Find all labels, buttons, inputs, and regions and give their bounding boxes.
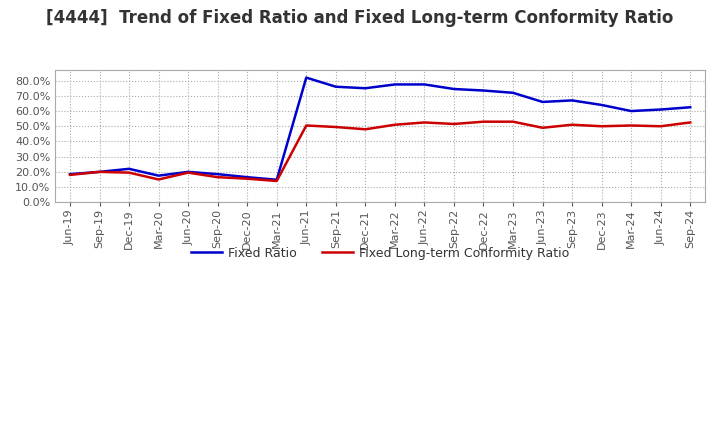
Fixed Long-term Conformity Ratio bbox=[184, 170, 192, 175]
Fixed Long-term Conformity Ratio bbox=[302, 123, 310, 128]
Fixed Long-term Conformity Ratio bbox=[390, 122, 399, 127]
Fixed Ratio bbox=[480, 88, 488, 93]
Fixed Long-term Conformity Ratio bbox=[598, 124, 606, 129]
Fixed Ratio bbox=[213, 172, 222, 177]
Fixed Ratio bbox=[509, 90, 518, 95]
Fixed Long-term Conformity Ratio bbox=[243, 176, 251, 181]
Line: Fixed Long-term Conformity Ratio: Fixed Long-term Conformity Ratio bbox=[70, 122, 690, 181]
Fixed Ratio bbox=[66, 172, 74, 177]
Fixed Long-term Conformity Ratio bbox=[213, 175, 222, 180]
Fixed Ratio bbox=[686, 105, 695, 110]
Legend: Fixed Ratio, Fixed Long-term Conformity Ratio: Fixed Ratio, Fixed Long-term Conformity … bbox=[186, 242, 575, 265]
Fixed Ratio bbox=[568, 98, 577, 103]
Fixed Long-term Conformity Ratio bbox=[480, 119, 488, 125]
Fixed Long-term Conformity Ratio bbox=[125, 170, 133, 175]
Fixed Ratio bbox=[361, 86, 369, 91]
Fixed Ratio bbox=[420, 82, 428, 87]
Fixed Ratio bbox=[272, 177, 281, 183]
Line: Fixed Ratio: Fixed Ratio bbox=[70, 77, 690, 180]
Fixed Ratio bbox=[243, 175, 251, 180]
Fixed Ratio bbox=[390, 82, 399, 87]
Fixed Long-term Conformity Ratio bbox=[686, 120, 695, 125]
Fixed Ratio bbox=[302, 75, 310, 80]
Text: [4444]  Trend of Fixed Ratio and Fixed Long-term Conformity Ratio: [4444] Trend of Fixed Ratio and Fixed Lo… bbox=[46, 9, 674, 27]
Fixed Ratio bbox=[184, 169, 192, 175]
Fixed Long-term Conformity Ratio bbox=[361, 127, 369, 132]
Fixed Long-term Conformity Ratio bbox=[657, 124, 665, 129]
Fixed Ratio bbox=[657, 107, 665, 112]
Fixed Long-term Conformity Ratio bbox=[509, 119, 518, 125]
Fixed Ratio bbox=[154, 173, 163, 178]
Fixed Ratio bbox=[95, 169, 104, 175]
Fixed Ratio bbox=[125, 166, 133, 172]
Fixed Ratio bbox=[598, 103, 606, 108]
Fixed Ratio bbox=[449, 86, 458, 92]
Fixed Ratio bbox=[539, 99, 547, 105]
Fixed Ratio bbox=[627, 108, 636, 114]
Fixed Long-term Conformity Ratio bbox=[568, 122, 577, 127]
Fixed Long-term Conformity Ratio bbox=[66, 172, 74, 178]
Fixed Long-term Conformity Ratio bbox=[627, 123, 636, 128]
Fixed Ratio bbox=[331, 84, 340, 89]
Fixed Long-term Conformity Ratio bbox=[154, 177, 163, 182]
Fixed Long-term Conformity Ratio bbox=[539, 125, 547, 130]
Fixed Long-term Conformity Ratio bbox=[95, 169, 104, 175]
Fixed Long-term Conformity Ratio bbox=[449, 121, 458, 127]
Fixed Long-term Conformity Ratio bbox=[272, 178, 281, 183]
Fixed Long-term Conformity Ratio bbox=[420, 120, 428, 125]
Fixed Long-term Conformity Ratio bbox=[331, 125, 340, 130]
